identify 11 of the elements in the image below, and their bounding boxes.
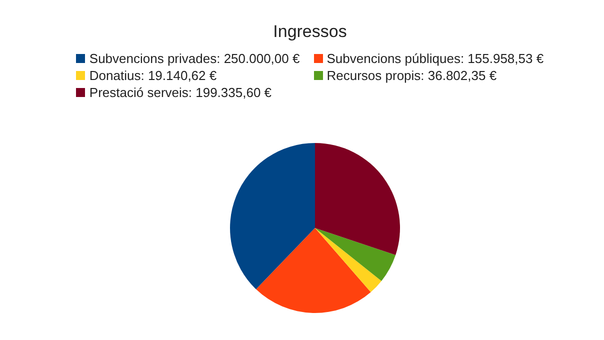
legend-label: Donatius: 19.140,62 € [89, 68, 217, 83]
pie-slice [315, 228, 396, 281]
legend-label: Prestació serveis: 199.335,60 € [89, 85, 272, 100]
legend-label: Subvencions públiques: 155.958,53 € [326, 51, 544, 66]
pie-slice [256, 228, 371, 313]
pie-slice [315, 228, 382, 292]
chart-title: Ingressos [272, 21, 348, 43]
pie-slice [315, 143, 400, 256]
legend-label: Recursos propis: 36.802,35 € [326, 68, 497, 83]
pie-slice [230, 143, 315, 290]
legend-label: Subvencions privades: 250.000,00 € [89, 51, 300, 66]
